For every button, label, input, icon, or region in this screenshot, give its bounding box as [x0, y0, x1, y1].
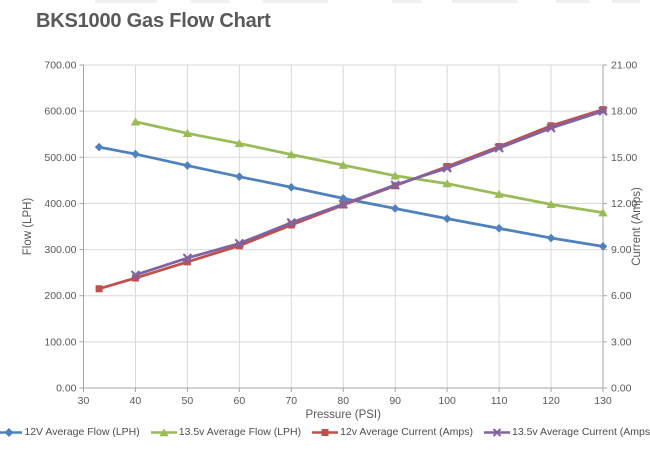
data-point-diamond [546, 233, 556, 243]
data-point-square [547, 122, 555, 130]
right-axis-tick-label: 3.00 [611, 336, 632, 348]
left-axis-tick-label: 400.00 [44, 198, 76, 210]
data-point-triangle [390, 171, 400, 180]
data-point-triangle [338, 160, 348, 169]
x-axis-tick-label: 130 [594, 395, 612, 407]
data-point-x [234, 238, 245, 249]
chart-title: BKS1000 Gas Flow Chart [36, 10, 271, 32]
data-point-triangle [598, 208, 608, 217]
right-axis-title: Current (Amps) [631, 187, 643, 266]
data-point-triangle [234, 139, 245, 148]
data-point-x [598, 106, 608, 116]
top-edge-artifact [262, 0, 328, 3]
data-point-diamond [235, 172, 244, 181]
data-point-triangle [130, 117, 141, 126]
x-axis-tick-label: 80 [337, 395, 349, 407]
data-point-square [131, 274, 139, 282]
data-point-x [442, 163, 452, 173]
data-point-square [443, 163, 451, 171]
x-axis-tick-label: 70 [285, 395, 297, 407]
legend-label: 12V Average Flow (LPH) [24, 426, 140, 438]
data-point-triangle [442, 179, 452, 188]
x-axis-tick-label: 110 [491, 395, 508, 407]
x-axis-tick-label: 50 [182, 395, 194, 407]
chart-plot-area: 0.00100.00200.00300.00400.00500.00600.00… [22, 60, 643, 422]
top-edge-artifact [95, 0, 157, 3]
data-point-diamond [390, 204, 400, 213]
x-axis-tick-label: 120 [542, 395, 560, 407]
legend-item-13-5v-flow: 13.5v Average Flow (LPH) [150, 426, 302, 438]
data-point-square [599, 106, 607, 114]
x-axis-tick-label: 40 [130, 395, 142, 407]
data-point-square [287, 221, 295, 229]
left-axis-tick-label: 500.00 [44, 152, 76, 164]
x-axis-tick-label: 30 [78, 395, 90, 407]
data-point-diamond [598, 242, 608, 251]
top-edge-artifact [556, 0, 590, 3]
legend-label: 13.5v Average Current (Amps) [512, 426, 650, 438]
data-point-diamond [287, 182, 296, 192]
right-axis-tick-label: 6.00 [611, 290, 632, 302]
left-axis-tick-label: 0.00 [56, 383, 77, 395]
legend-item-13-5v-current: 13.5v Average Current (Amps) [484, 426, 650, 438]
data-point-square [95, 285, 103, 293]
series-line-3 [134, 109, 605, 277]
legend-label: 13.5v Average Flow (LPH) [178, 426, 302, 438]
data-point-x [494, 143, 504, 153]
data-point-square [183, 258, 191, 266]
series-line-1 [134, 120, 605, 215]
left-axis-tick-label: 200.00 [44, 290, 76, 302]
data-point-square [495, 143, 503, 151]
legend-item-12v-current: 12v Average Current (Amps) [312, 426, 473, 438]
data-point-x [546, 123, 556, 133]
right-axis-tick-label: 12.00 [611, 198, 637, 210]
top-edge-artifact [392, 0, 422, 3]
data-point-diamond [338, 194, 348, 203]
left-axis-tick-label: 600.00 [44, 106, 76, 118]
left-axis-tick-label: 100.00 [44, 336, 76, 348]
data-point-diamond [183, 161, 192, 170]
right-axis-tick-label: 0.00 [611, 383, 632, 395]
left-axis-title: Flow (LPH) [22, 198, 34, 256]
right-axis-tick-label: 9.00 [611, 244, 632, 256]
legend-marker-x-icon [484, 427, 510, 437]
x-axis-title: Pressure (PSI) [306, 409, 382, 421]
data-point-x [182, 253, 193, 263]
x-axis-tick-label: 90 [389, 395, 401, 407]
data-point-triangle [494, 189, 504, 198]
data-point-diamond [494, 224, 504, 233]
data-point-square [235, 242, 243, 250]
data-point-diamond [131, 149, 140, 159]
top-edge-artifact [452, 0, 518, 3]
right-axis-tick-label: 21.00 [611, 60, 637, 72]
legend-label: 12v Average Current (Amps) [340, 426, 473, 438]
chart-legend: 12V Average Flow (LPH) 13.5v Average Flo… [0, 426, 650, 438]
right-axis-tick-label: 15.00 [611, 152, 637, 164]
x-axis-tick-label: 100 [438, 395, 456, 407]
legend-marker-square-icon [312, 428, 339, 436]
legend-marker-triangle-icon [150, 428, 177, 436]
left-axis-tick-label: 300.00 [44, 244, 76, 256]
x-axis-tick-label: 60 [234, 395, 246, 407]
data-point-triangle [182, 128, 193, 137]
top-edge-artifact [190, 0, 230, 3]
data-point-triangle [286, 150, 296, 159]
series-line-0 [97, 145, 605, 248]
data-point-diamond [442, 214, 452, 223]
data-point-x [390, 180, 400, 190]
data-point-diamond [94, 142, 104, 152]
data-point-x [286, 217, 297, 228]
right-axis-tick-label: 18.00 [611, 106, 637, 118]
legend-item-12v-flow: 12V Average Flow (LPH) [0, 426, 140, 438]
data-point-triangle [546, 199, 556, 209]
data-point-x [130, 270, 141, 280]
left-axis-tick-label: 700.00 [44, 60, 76, 72]
top-edge-artifact [612, 0, 640, 3]
legend-marker-diamond-icon [0, 427, 23, 437]
data-point-x [338, 199, 348, 209]
